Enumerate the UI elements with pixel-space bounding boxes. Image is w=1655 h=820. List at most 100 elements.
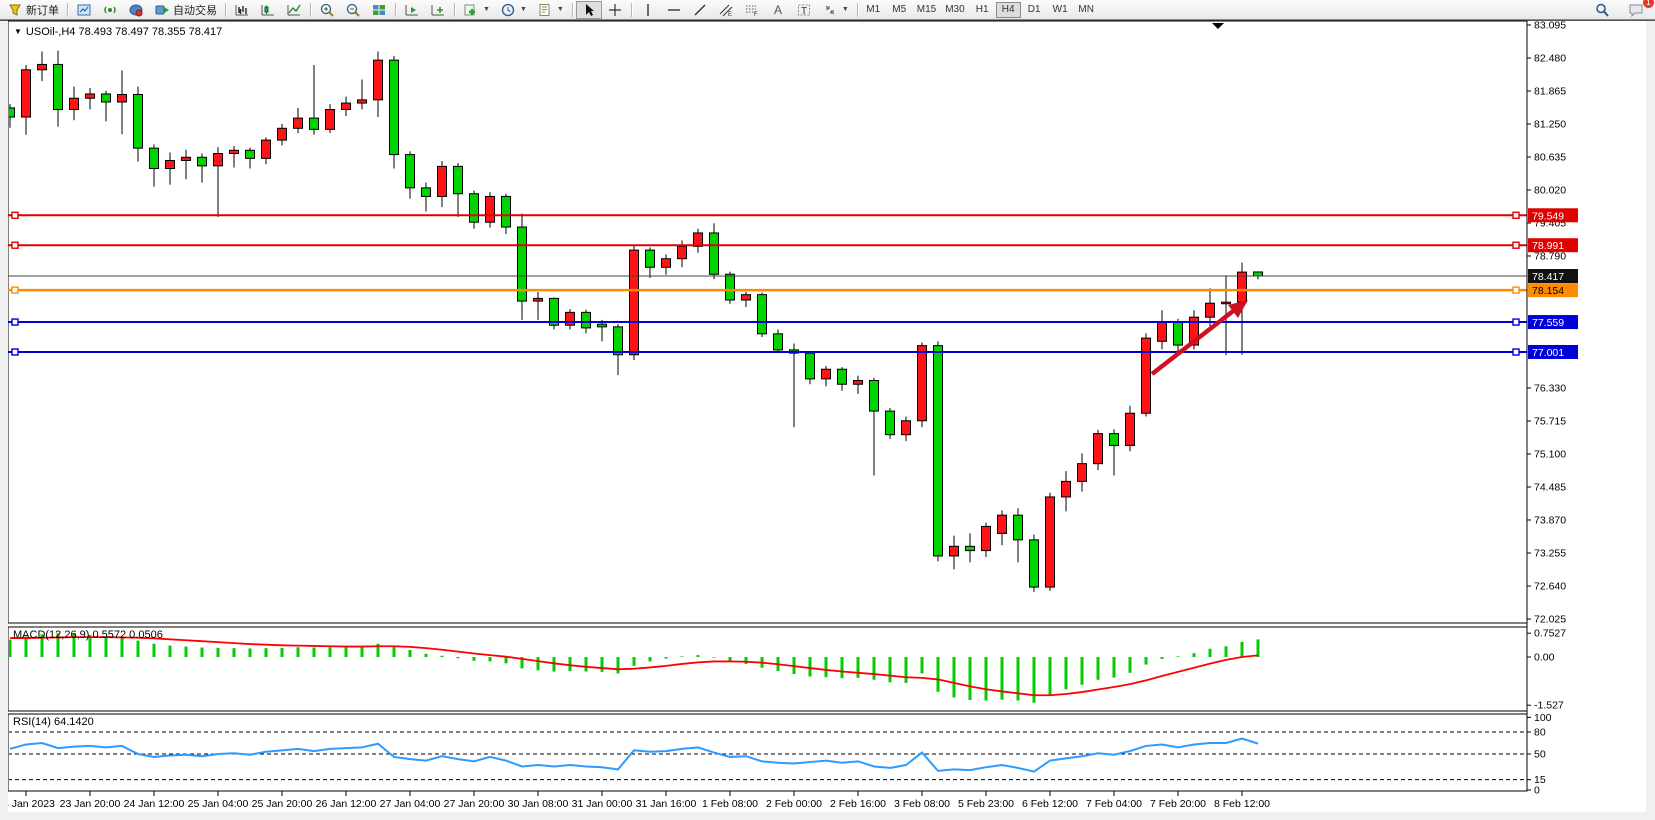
text-button[interactable]: A: [765, 1, 791, 19]
fibonacci-button[interactable]: F: [739, 1, 765, 19]
timeframe-button-W1[interactable]: W1: [1052, 4, 1068, 15]
zoom-out-button[interactable]: [340, 1, 366, 19]
time-tick-label: 5 Feb 23:00: [958, 798, 1014, 810]
line-handle[interactable]: [1512, 211, 1520, 219]
candle: [677, 245, 687, 260]
rsi-tick-label: 100: [1534, 712, 1552, 724]
price-tag-78.991: [1528, 238, 1578, 253]
line-chart-button[interactable]: [281, 1, 307, 19]
candle: [277, 127, 287, 141]
time-tick-label: 8 Feb 12:00: [1214, 798, 1270, 810]
candlestick-chart-button[interactable]: [255, 1, 281, 19]
zoom-in-button[interactable]: [314, 1, 340, 19]
new-order-button[interactable]: 新订单: [2, 1, 64, 19]
timeframe-button-M1[interactable]: M1: [866, 4, 881, 15]
candle: [117, 93, 127, 103]
macd-pane[interactable]: [7, 626, 1528, 712]
trendline-button[interactable]: [687, 1, 713, 19]
candle: [821, 368, 831, 380]
candle: [757, 294, 767, 335]
time-axis[interactable]: 23 Jan 2023 23 Jan 20:00 24 Jan 12:00 25 Ja…: [0, 791, 1270, 810]
line-handle[interactable]: [11, 318, 19, 326]
crosshair-icon: [607, 2, 623, 18]
timeframe-button-H1[interactable]: H1: [975, 4, 989, 15]
candle: [1157, 321, 1167, 342]
candle: [533, 297, 543, 302]
navigator-icon: [128, 2, 144, 18]
time-tick-label: 23 Jan 20:00: [60, 798, 121, 810]
bar-chart-button[interactable]: [229, 1, 255, 19]
navigator-button[interactable]: [123, 1, 149, 19]
macd-tick-label: -1.527: [1534, 700, 1564, 712]
candle: [181, 156, 191, 161]
new-order-label: 新订单: [26, 4, 59, 17]
timeframe-button-H4[interactable]: H4: [995, 1, 1021, 18]
tile-windows-button[interactable]: [366, 1, 392, 19]
candle: [1029, 539, 1039, 588]
time-tick-label: 31 Jan 16:00: [636, 798, 697, 810]
candle: [501, 195, 511, 228]
horizontal-line-button[interactable]: [661, 1, 687, 19]
candle: [453, 165, 463, 195]
templates-button[interactable]: ▼: [532, 1, 569, 19]
timeframe-button-M15[interactable]: M15: [916, 4, 937, 15]
price-tag-78.154: [1528, 283, 1578, 298]
line-chart-icon: [286, 2, 302, 18]
trend-arrow-annotation[interactable]: [1150, 300, 1248, 376]
text-label-button[interactable]: T: [791, 1, 817, 19]
timeframe-button-MN[interactable]: MN: [1078, 4, 1094, 15]
chart-shift-button[interactable]: [425, 1, 451, 19]
line-handle[interactable]: [1512, 318, 1520, 326]
price-tick-label: 76.330: [1534, 383, 1566, 395]
new-order-icon: [7, 2, 23, 18]
time-tick-label: 23 Jan 2023: [0, 798, 55, 810]
price-tick-label: 74.485: [1534, 482, 1566, 494]
arrows-button[interactable]: ▼: [817, 1, 854, 19]
candle: [197, 156, 207, 167]
candle: [389, 59, 399, 156]
symbol-dropdown-icon[interactable]: ▼: [14, 27, 22, 36]
chat-button[interactable]: 1: [1623, 0, 1654, 19]
chart-window-button[interactable]: [71, 1, 97, 19]
indicators-add-button[interactable]: ▼: [458, 1, 495, 19]
market-watch-button[interactable]: [97, 1, 123, 19]
vertical-line-button[interactable]: [635, 1, 661, 19]
timeframe-button-D1[interactable]: D1: [1027, 4, 1041, 15]
separator: [571, 2, 573, 17]
chart-shift-marker-icon[interactable]: [1212, 23, 1224, 29]
price-axis[interactable]: 83.09582.48081.86581.25080.63580.02079.4…: [1526, 20, 1578, 797]
separator: [67, 2, 68, 17]
price-tick-label: 82.480: [1534, 53, 1566, 65]
candle: [469, 193, 479, 223]
periods-button[interactable]: ▼: [495, 1, 532, 19]
candle: [21, 69, 31, 118]
candle: [229, 149, 239, 155]
rsi-tick-label: 0: [1534, 785, 1540, 797]
line-handle[interactable]: [11, 286, 19, 294]
line-handle[interactable]: [1512, 241, 1520, 249]
search-button[interactable]: [1589, 1, 1615, 19]
price-tick-label: 81.865: [1534, 86, 1566, 98]
timeframe-button-M30[interactable]: M30: [945, 4, 965, 15]
line-handle[interactable]: [1512, 286, 1520, 294]
crosshair-button[interactable]: [602, 1, 628, 19]
bar-chart-icon: [234, 2, 250, 18]
line-handle[interactable]: [11, 348, 19, 356]
price-tick-label: 72.025: [1534, 614, 1566, 626]
line-handle[interactable]: [11, 241, 19, 249]
cursor-button[interactable]: [575, 0, 602, 19]
auto-scroll-button[interactable]: [399, 1, 425, 19]
channel-button[interactable]: E: [713, 1, 739, 19]
autotrading-button[interactable]: 自动交易: [149, 1, 222, 19]
candle: [549, 297, 559, 326]
candle: [917, 345, 927, 422]
line-handle[interactable]: [11, 211, 19, 219]
candle: [101, 93, 111, 103]
search-icon: [1594, 2, 1610, 18]
timeframe-button-M5[interactable]: M5: [892, 4, 907, 15]
candle: [213, 153, 223, 167]
dropdown-arrow-icon: ▼: [483, 6, 490, 13]
line-handle[interactable]: [1512, 348, 1520, 356]
candle: [885, 410, 895, 436]
